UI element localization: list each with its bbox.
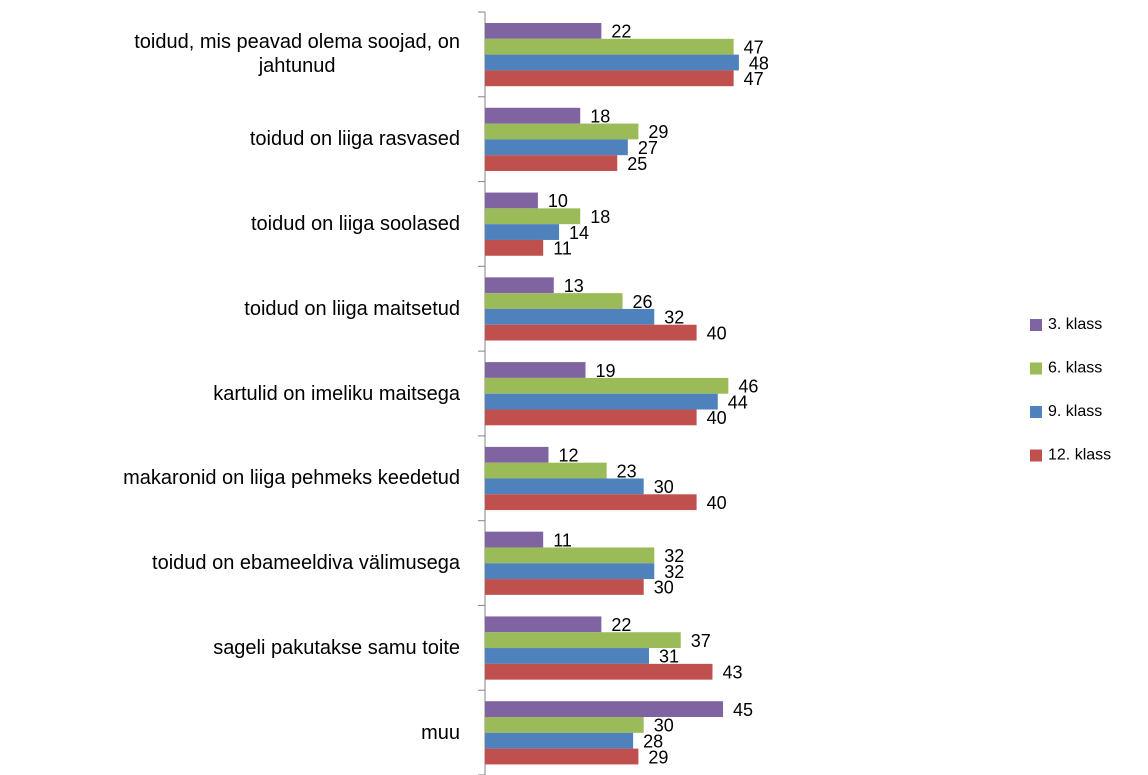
- category-label: makaronid on liiga pehmeks keedetud: [123, 467, 460, 490]
- category-label: toidud on ebameeldiva välimusega: [152, 552, 460, 575]
- value-label: 18: [590, 106, 610, 126]
- legend-swatch: [1030, 406, 1042, 418]
- value-label: 37: [691, 631, 711, 651]
- bar: [485, 107, 581, 124]
- value-label: 30: [654, 477, 674, 497]
- value-label: 32: [664, 562, 684, 582]
- bar: [485, 224, 560, 240]
- bar: [485, 38, 734, 55]
- value-label: 30: [654, 578, 674, 598]
- value-label: 10: [548, 191, 568, 211]
- value-label: 30: [654, 716, 674, 736]
- value-label: 48: [749, 53, 769, 73]
- legend-swatch: [1030, 449, 1042, 462]
- value-label: 31: [659, 647, 679, 667]
- bar: [485, 308, 655, 325]
- value-label: 47: [744, 69, 764, 89]
- bar: [485, 648, 649, 664]
- bar: [485, 732, 634, 749]
- bar: [485, 701, 724, 718]
- legend-label: 9. klass: [1048, 403, 1102, 420]
- bar: [485, 23, 602, 39]
- bar: [485, 239, 544, 256]
- bar: [485, 717, 644, 733]
- category-label: sageli pakutakse samu toite: [213, 636, 460, 659]
- bar: [485, 547, 655, 564]
- category-label: toidud on liiga soolased: [250, 212, 460, 235]
- value-label: 14: [569, 223, 589, 243]
- bar: [485, 192, 538, 209]
- value-label: 23: [617, 461, 637, 481]
- value-label: 22: [611, 615, 631, 635]
- bar: [485, 139, 628, 156]
- bar: [485, 663, 713, 680]
- category-label: muu: [421, 721, 460, 744]
- value-label: 29: [648, 747, 668, 767]
- bar: [485, 616, 602, 633]
- value-label: 40: [707, 493, 727, 513]
- bar: [485, 54, 739, 71]
- value-label: 45: [733, 700, 753, 720]
- bar: [485, 494, 697, 511]
- value-label: 47: [744, 37, 764, 57]
- value-label: 26: [633, 292, 653, 312]
- category-label: kartulid on imeliku maitsega: [213, 382, 460, 405]
- bar: [485, 208, 581, 225]
- bar: [485, 748, 639, 765]
- value-label: 40: [707, 323, 727, 343]
- value-label: 19: [596, 361, 616, 381]
- bar: [485, 293, 623, 309]
- value-label: 22: [611, 22, 631, 42]
- bar: [485, 478, 644, 495]
- bar: [485, 409, 697, 426]
- bar: [485, 531, 544, 548]
- legend-swatch: [1030, 319, 1042, 331]
- bar: [485, 362, 586, 378]
- bar: [485, 563, 655, 580]
- bar: [485, 377, 729, 394]
- bar: [485, 123, 639, 140]
- value-label: 25: [627, 154, 647, 174]
- value-label: 12: [558, 446, 578, 466]
- value-label: 44: [728, 392, 748, 412]
- bar: [485, 70, 734, 87]
- value-label: 32: [664, 546, 684, 566]
- legend-swatch: [1030, 362, 1042, 375]
- value-label: 13: [564, 276, 584, 296]
- legend-label: 3. klass: [1048, 316, 1102, 333]
- bar: [485, 579, 644, 595]
- bar: [485, 324, 697, 341]
- value-label: 40: [707, 408, 727, 428]
- bar: [485, 155, 618, 171]
- value-label: 29: [648, 122, 668, 142]
- bar: [485, 462, 607, 479]
- value-label: 11: [553, 239, 572, 259]
- category-label: toidud on liiga rasvased: [249, 128, 460, 151]
- bar: [485, 393, 718, 410]
- value-label: 27: [638, 138, 658, 158]
- legend-label: 12. klass: [1048, 447, 1111, 464]
- value-label: 28: [643, 731, 663, 751]
- bar: [485, 277, 554, 294]
- legend-label: 6. klass: [1048, 360, 1102, 377]
- bar: [485, 632, 681, 649]
- value-label: 46: [738, 377, 758, 397]
- bar: [485, 446, 549, 463]
- value-label: 11: [553, 530, 572, 550]
- value-label: 43: [722, 662, 742, 682]
- value-label: 32: [664, 308, 684, 328]
- category-label: toidud, mis peavad olema soojad, on jaht…: [134, 31, 460, 78]
- category-label: toidud on liiga maitsetud: [244, 297, 460, 320]
- value-label: 18: [590, 207, 610, 227]
